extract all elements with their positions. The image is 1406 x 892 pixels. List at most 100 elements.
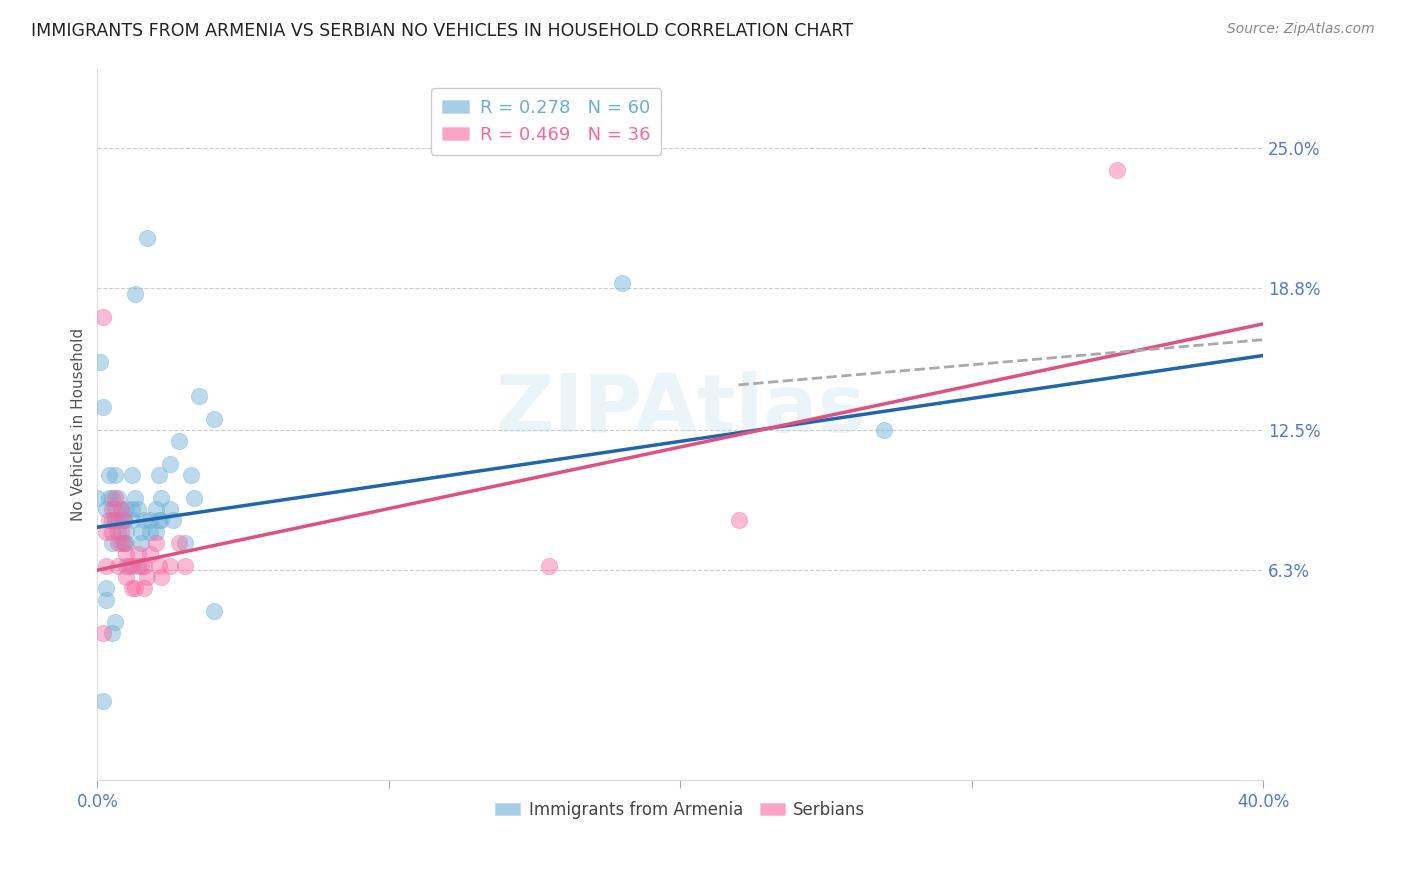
Point (124, 491, 146, 505)
Point (115, 502, 138, 516)
Point (91, 401, 114, 415)
Point (104, 615, 127, 629)
Point (150, 513, 173, 527)
Point (132, 581, 155, 595)
Point (127, 558, 149, 573)
Point (112, 513, 135, 527)
Point (159, 502, 181, 516)
Point (159, 558, 181, 573)
Point (112, 513, 135, 527)
Point (94, 558, 117, 573)
Point (101, 502, 124, 516)
Point (112, 536, 135, 550)
Point (115, 547, 138, 561)
Point (159, 457, 181, 471)
Point (145, 536, 167, 550)
Point (94, 524, 117, 539)
Point (110, 524, 132, 539)
Point (107, 491, 129, 505)
Point (139, 547, 162, 561)
Point (121, 502, 143, 516)
Point (121, 513, 143, 527)
Point (121, 468, 143, 483)
Point (538, 558, 561, 573)
Point (132, 513, 155, 527)
Point (121, 558, 143, 573)
Point (162, 513, 184, 527)
Point (139, 513, 162, 527)
Point (104, 502, 127, 516)
Point (101, 536, 124, 550)
Point (118, 558, 141, 573)
Point (110, 502, 132, 516)
Point (115, 524, 138, 539)
Point (148, 468, 170, 483)
Point (91, 694, 114, 708)
Point (94, 592, 117, 607)
Point (127, 547, 149, 561)
Point (101, 513, 124, 527)
Point (121, 581, 143, 595)
Point (202, 604, 225, 618)
Point (129, 558, 152, 573)
Point (167, 536, 190, 550)
Point (104, 513, 127, 527)
Y-axis label: No Vehicles in Household: No Vehicles in Household (72, 328, 86, 521)
Point (101, 524, 124, 539)
Legend: Immigrants from Armenia, Serbians: Immigrants from Armenia, Serbians (489, 794, 872, 825)
Point (127, 502, 149, 516)
Point (115, 536, 138, 550)
Point (132, 558, 155, 573)
Point (124, 287, 146, 301)
Point (145, 524, 167, 539)
Point (124, 581, 146, 595)
Point (94, 581, 117, 595)
Point (89, 355, 111, 369)
Point (129, 524, 152, 539)
Point (188, 389, 211, 403)
Point (183, 491, 205, 505)
Point (107, 524, 129, 539)
Point (104, 491, 127, 505)
Point (135, 570, 157, 584)
Point (101, 491, 124, 505)
Point (115, 558, 138, 573)
Point (104, 468, 127, 483)
Point (107, 536, 129, 550)
Point (98, 468, 121, 483)
Point (107, 513, 129, 527)
Point (173, 558, 195, 573)
Point (135, 231, 157, 245)
Point (115, 570, 138, 584)
Point (101, 626, 124, 640)
Point (173, 536, 195, 550)
Point (148, 513, 170, 527)
Point (167, 434, 190, 449)
Point (610, 276, 633, 290)
Point (150, 491, 173, 505)
Point (129, 536, 152, 550)
Point (104, 513, 127, 527)
Text: Source: ZipAtlas.com: Source: ZipAtlas.com (1227, 22, 1375, 37)
Point (98, 513, 121, 527)
Point (1107, 163, 1129, 178)
Point (139, 524, 162, 539)
Text: ZIPAtlas: ZIPAtlas (495, 371, 866, 450)
Point (112, 536, 135, 550)
Point (107, 558, 129, 573)
Point (110, 536, 132, 550)
Point (180, 468, 202, 483)
Point (91, 626, 114, 640)
Point (110, 513, 132, 527)
Point (202, 411, 225, 425)
Point (150, 570, 173, 584)
Point (727, 513, 749, 527)
Point (145, 502, 167, 516)
Point (110, 502, 132, 516)
Text: IMMIGRANTS FROM ARMENIA VS SERBIAN NO VEHICLES IN HOUSEHOLD CORRELATION CHART: IMMIGRANTS FROM ARMENIA VS SERBIAN NO VE… (31, 22, 853, 40)
Point (86, 491, 108, 505)
Point (98, 491, 121, 505)
Point (94, 502, 117, 516)
Point (148, 558, 170, 573)
Point (91, 310, 114, 324)
